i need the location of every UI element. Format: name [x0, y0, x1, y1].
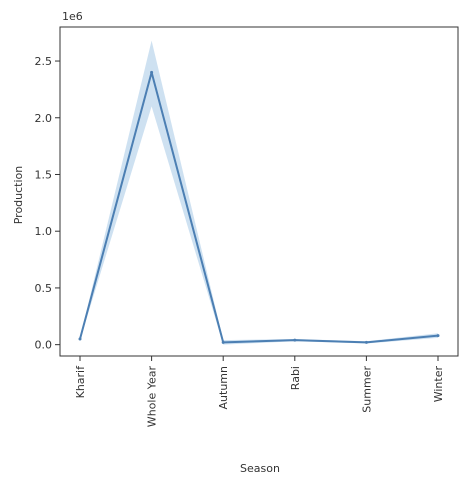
data-point — [78, 337, 82, 341]
data-point — [364, 340, 368, 344]
x-tick-label: Autumn — [217, 366, 230, 409]
data-point — [293, 338, 297, 342]
confidence-band — [80, 40, 438, 345]
plot-frame — [59, 26, 459, 357]
y-tick-label: 1.5 — [35, 168, 53, 181]
x-tick-label: Kharif — [74, 365, 87, 399]
y-tick-label: 0.5 — [35, 282, 53, 295]
series-line — [79, 71, 439, 344]
x-tick-label: Summer — [360, 366, 373, 413]
x-tick-label: Rabi — [289, 366, 302, 390]
y-tick-label: 1.0 — [35, 225, 53, 238]
plot-area: 0.0 0.5 1.0 1.5 2.0 2.5 Kharif Whole Year Autumn… — [35, 26, 459, 428]
y-tick-label: 0.0 — [35, 339, 53, 352]
data-point — [436, 334, 440, 338]
x-tick-label: Whole Year — [146, 366, 159, 428]
x-axis-label: Season — [240, 462, 280, 475]
data-point — [150, 70, 154, 74]
y-axis-offset-label: 1e6 — [62, 10, 83, 23]
data-point — [221, 340, 225, 344]
x-tick-label: Winter — [432, 366, 445, 403]
y-tick-label: 2.5 — [35, 55, 53, 68]
y-axis-label: Production — [12, 166, 25, 225]
y-tick-label: 2.0 — [35, 112, 53, 125]
